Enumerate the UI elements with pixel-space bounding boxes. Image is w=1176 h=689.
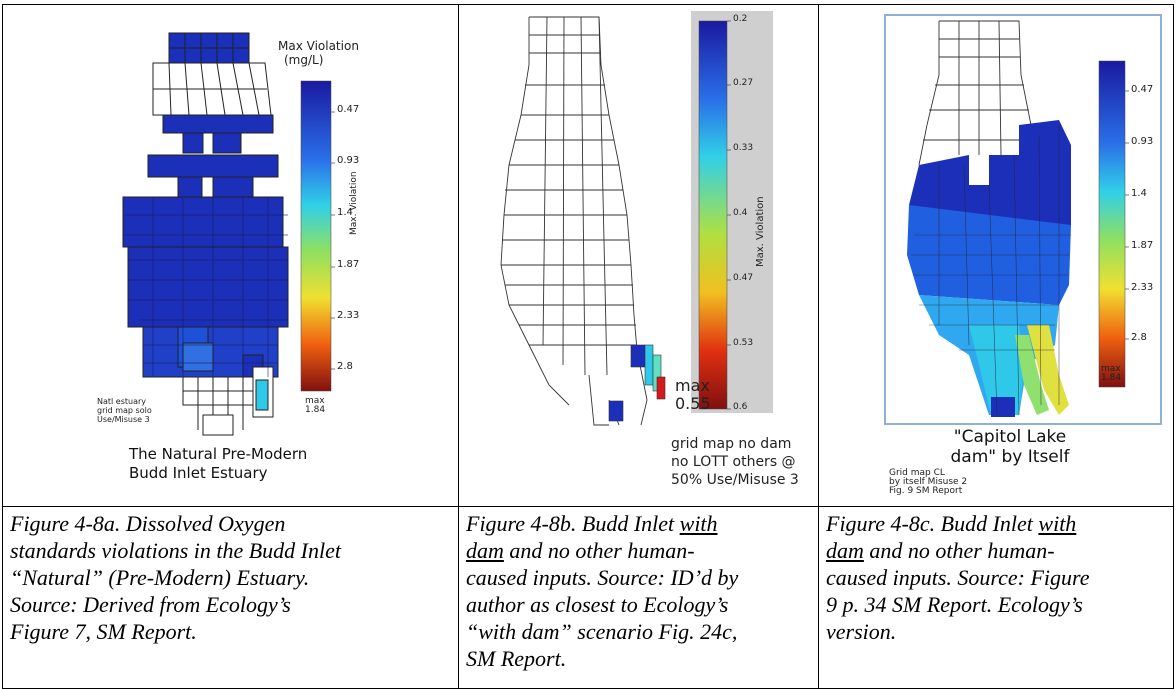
legend-title-a: Max Violation xyxy=(278,39,359,53)
caption-b-underline: dam xyxy=(466,538,504,563)
note-a-0: Natl estuary xyxy=(97,397,147,406)
tick-label-c-5: 2.8 xyxy=(1131,332,1147,343)
caption-c-text: Figure 4-8c. Budd Inlet xyxy=(826,511,1039,536)
grid-map-a xyxy=(122,32,335,436)
note-c-0: Grid map CL xyxy=(889,468,945,478)
caption-c-text: and no other human- xyxy=(863,538,1055,563)
note-a-1: grid map solo xyxy=(97,406,152,415)
caption-b-text: and no other human- xyxy=(503,538,695,563)
caption-cell-a: Figure 4-8a. Dissolved Oxygen standards … xyxy=(2,506,459,689)
caption-a: Figure 4-8a. Dissolved Oxygen standards … xyxy=(3,507,458,645)
caption-b-text: Figure 4-8b. Budd Inlet xyxy=(466,511,680,536)
tick-label-b-5: 0.53 xyxy=(733,338,754,348)
max-value-a: 1.84 xyxy=(305,405,326,415)
axis-label-b: Max. Violation xyxy=(755,196,766,267)
caption-b-line: author as closest to Ecology’s xyxy=(466,592,729,617)
tick-label-a-4: 2.33 xyxy=(337,310,360,321)
tick-label-b-4: 0.47 xyxy=(733,273,754,283)
figure-panel-c: 0.47 0.93 1.4 1.87 2.33 2.8 max 1.84 "Ca… xyxy=(818,4,1174,507)
panel-c-title-0: "Capitol Lake xyxy=(953,427,1067,447)
figure-panel-a: Max Violation (mg/L) 0.47 0.93 1.4 1.87 … xyxy=(2,4,459,507)
tick-label-b-2: 0.33 xyxy=(733,143,754,153)
caption-b-line: SM Report. xyxy=(466,646,567,671)
note-c-2: Fig. 9 SM Report xyxy=(889,486,963,496)
caption-a-line: Source: Derived from Ecology’s xyxy=(10,592,291,617)
note-b-1: no LOTT others @ xyxy=(671,454,796,470)
caption-a-line: Figure 4-8a. Dissolved Oxygen xyxy=(10,511,286,536)
caption-c-underline: dam xyxy=(826,538,864,563)
tick-label-b-3: 0.4 xyxy=(733,208,748,218)
grid-cells-a xyxy=(122,32,289,436)
caption-cell-c: Figure 4-8c. Budd Inlet with dam and no … xyxy=(818,506,1174,689)
max-value-c: 1.84 xyxy=(1101,373,1122,383)
grid-lines-b xyxy=(500,16,648,426)
figure-panel-b: 0.2 0.27 0.33 0.4 0.47 0.53 0.6 Max. Vio… xyxy=(458,4,819,507)
tick-label-a-1: 0.93 xyxy=(337,155,360,166)
note-a-2: Use/Misuse 3 xyxy=(97,415,150,424)
tick-label-c-2: 1.4 xyxy=(1131,188,1147,199)
panel-a-title-0: The Natural Pre-Modern xyxy=(129,445,308,463)
caption-b-underline: with xyxy=(679,511,718,536)
caption-b-line: caused inputs. Source: ID’d by xyxy=(466,565,739,590)
caption-b-line: “with dam” scenario Fig. 24c, xyxy=(466,619,738,644)
tick-label-c-4: 2.33 xyxy=(1131,282,1154,293)
tick-label-a-2: 1.4 xyxy=(337,207,353,218)
caption-c: Figure 4-8c. Budd Inlet with dam and no … xyxy=(819,507,1173,645)
caption-a-line: “Natural” (Pre-Modern) Estuary. xyxy=(10,565,310,590)
caption-a-line: Figure 7, SM Report. xyxy=(10,619,197,644)
panel-a-title-1: Budd Inlet Estuary xyxy=(129,464,268,482)
axis-label-a: Max. Violation xyxy=(349,171,359,235)
colorbar-c xyxy=(1098,60,1126,388)
tick-label-c-0: 0.47 xyxy=(1131,84,1154,95)
caption-a-line: standards violations in the Budd Inlet xyxy=(10,538,341,563)
panel-c-title-1: dam" by Itself xyxy=(950,447,1070,467)
caption-c-underline: with xyxy=(1038,511,1077,536)
tick-label-a-3: 1.87 xyxy=(337,259,360,270)
max-value-b: 0.55 xyxy=(675,394,711,413)
caption-c-line: 9 p. 34 SM Report. Ecology’s xyxy=(826,592,1083,617)
tick-label-a-0: 0.47 xyxy=(337,104,360,115)
caption-c-line: caused inputs. Source: Figure xyxy=(826,565,1090,590)
tick-label-c-1: 0.93 xyxy=(1131,136,1154,147)
tick-label-a-5: 2.8 xyxy=(337,361,353,372)
colorbar-b xyxy=(698,20,728,410)
tick-label-b-6: 0.6 xyxy=(733,402,748,412)
note-c-1: by itself Misuse 2 xyxy=(889,477,968,487)
legend-unit-a: (mg/L) xyxy=(284,53,324,67)
max-label-c: max xyxy=(1101,364,1121,374)
caption-c-line: version. xyxy=(826,619,897,644)
tick-label-c-3: 1.87 xyxy=(1131,240,1154,251)
caption-b: Figure 4-8b. Budd Inlet with dam and no … xyxy=(459,507,818,672)
caption-cell-b: Figure 4-8b. Budd Inlet with dam and no … xyxy=(458,506,819,689)
max-label-b: max xyxy=(675,376,710,395)
tick-label-b-1: 0.27 xyxy=(733,78,754,88)
colorbar-a xyxy=(300,80,332,392)
grid-map-b xyxy=(500,11,773,426)
note-b-2: 50% Use/Misuse 3 xyxy=(671,472,799,488)
tick-label-b-0: 0.2 xyxy=(733,14,748,24)
max-label-a: max xyxy=(305,396,325,406)
grid-map-c xyxy=(884,14,1162,425)
note-b-0: grid map no dam xyxy=(671,436,792,452)
